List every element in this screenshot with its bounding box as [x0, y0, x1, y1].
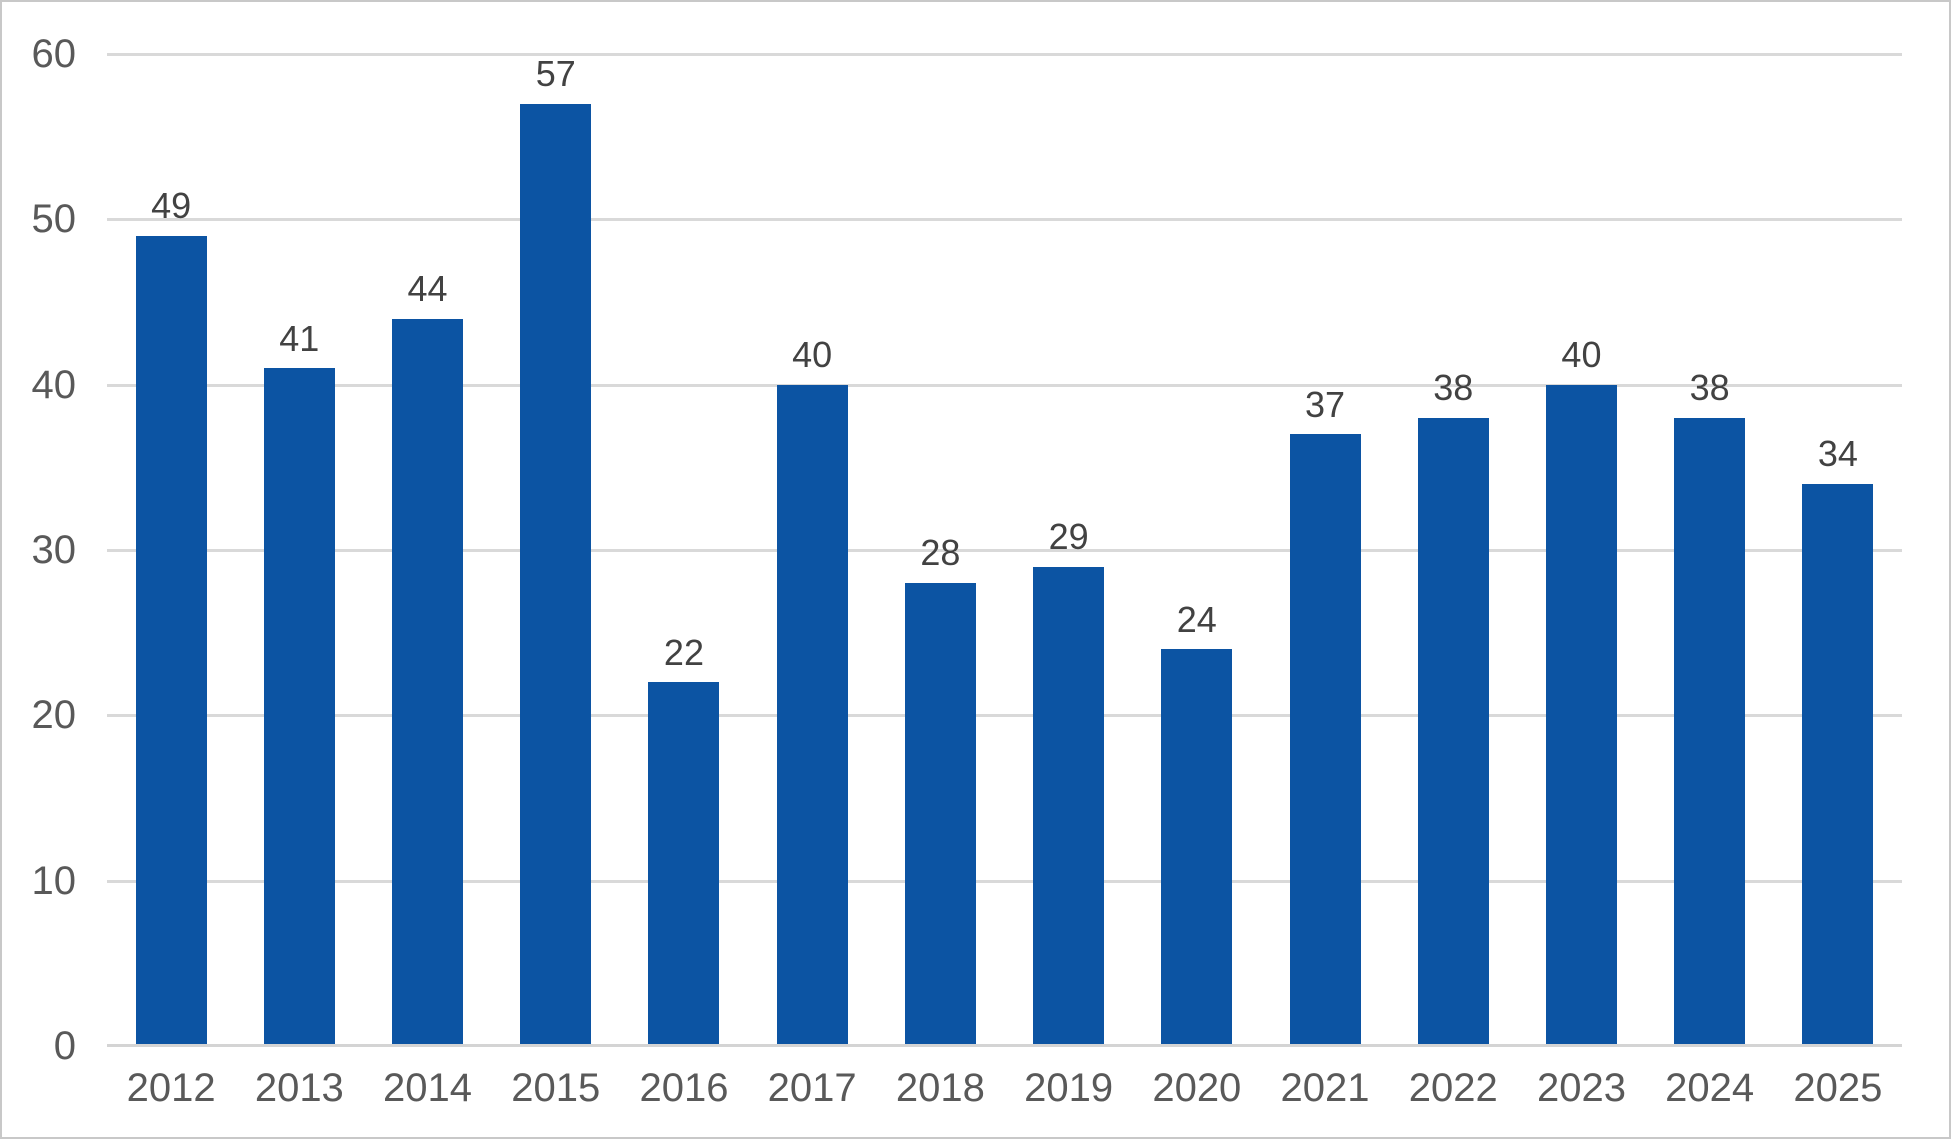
data-label-2023: 40 — [1561, 334, 1602, 376]
x-axis-line — [107, 1044, 1902, 1047]
bar-2016: 22 — [648, 633, 720, 1044]
data-label-2018: 28 — [920, 532, 961, 574]
bar-2019: 29 — [1033, 517, 1105, 1044]
gridline-10 — [107, 879, 1902, 883]
data-label-2021: 37 — [1305, 383, 1346, 425]
bar-2017: 40 — [776, 335, 848, 1044]
data-label-2014: 44 — [407, 267, 448, 309]
x-tick-label-2025: 2025 — [1793, 1066, 1883, 1110]
bar-2013: 41 — [263, 318, 335, 1044]
data-label-2020: 24 — [1176, 598, 1217, 640]
data-label-2017: 40 — [792, 334, 833, 376]
x-tick-label-2024: 2024 — [1665, 1066, 1755, 1110]
x-tick-label-2021: 2021 — [1280, 1066, 1370, 1110]
x-tick-label-2023: 2023 — [1536, 1066, 1626, 1110]
y-tick-label-50: 50 — [31, 197, 77, 242]
bar-2012: 49 — [135, 186, 207, 1044]
x-tick-label-2015: 2015 — [511, 1066, 601, 1110]
x-tick-label-2013: 2013 — [254, 1066, 344, 1110]
data-label-2019: 29 — [1048, 515, 1089, 557]
x-tick-label-2014: 2014 — [383, 1066, 473, 1110]
x-tick-label-2017: 2017 — [767, 1066, 857, 1110]
x-tick-label-2019: 2019 — [1024, 1066, 1114, 1110]
y-tick-label-60: 60 — [31, 32, 77, 76]
data-label-2025: 34 — [1817, 433, 1858, 475]
bar-2020: 24 — [1161, 600, 1233, 1044]
bar-2015: 57 — [520, 54, 592, 1044]
x-tick-label-2022: 2022 — [1408, 1066, 1498, 1110]
bar-2024: 38 — [1674, 368, 1746, 1044]
bar-2014: 44 — [392, 269, 464, 1044]
data-label-2015: 57 — [535, 53, 576, 95]
gridline-40 — [107, 383, 1902, 387]
y-tick-label-40: 40 — [31, 362, 77, 407]
bar-2022: 38 — [1417, 368, 1489, 1044]
x-tick-label-2018: 2018 — [895, 1066, 985, 1110]
data-label-2013: 41 — [279, 317, 320, 359]
y-tick-label-20: 20 — [31, 693, 77, 738]
gridline-20 — [107, 714, 1902, 718]
x-tick-label-2020: 2020 — [1152, 1066, 1242, 1110]
x-tick-label-2012: 2012 — [126, 1066, 216, 1110]
data-label-2022: 38 — [1433, 367, 1474, 409]
bar-2018: 28 — [904, 533, 976, 1044]
y-tick-label-0: 0 — [53, 1024, 76, 1068]
bar-2025: 34 — [1802, 434, 1874, 1044]
data-label-2024: 38 — [1689, 367, 1730, 409]
y-tick-label-10: 10 — [31, 858, 77, 903]
data-label-2012: 49 — [151, 185, 192, 227]
data-label-2016: 22 — [663, 631, 704, 673]
bar-2021: 37 — [1289, 385, 1361, 1044]
gridline-60 — [107, 53, 1902, 56]
bar-2023: 40 — [1545, 335, 1617, 1044]
plot-area: 49 41 44 57 22 40 28 29 24 37 38 40 38 34 — [107, 53, 1902, 1047]
gridline-30 — [107, 549, 1902, 552]
gridline-50 — [107, 218, 1902, 222]
y-tick-label-30: 30 — [31, 528, 77, 572]
x-tick-label-2016: 2016 — [639, 1066, 729, 1110]
